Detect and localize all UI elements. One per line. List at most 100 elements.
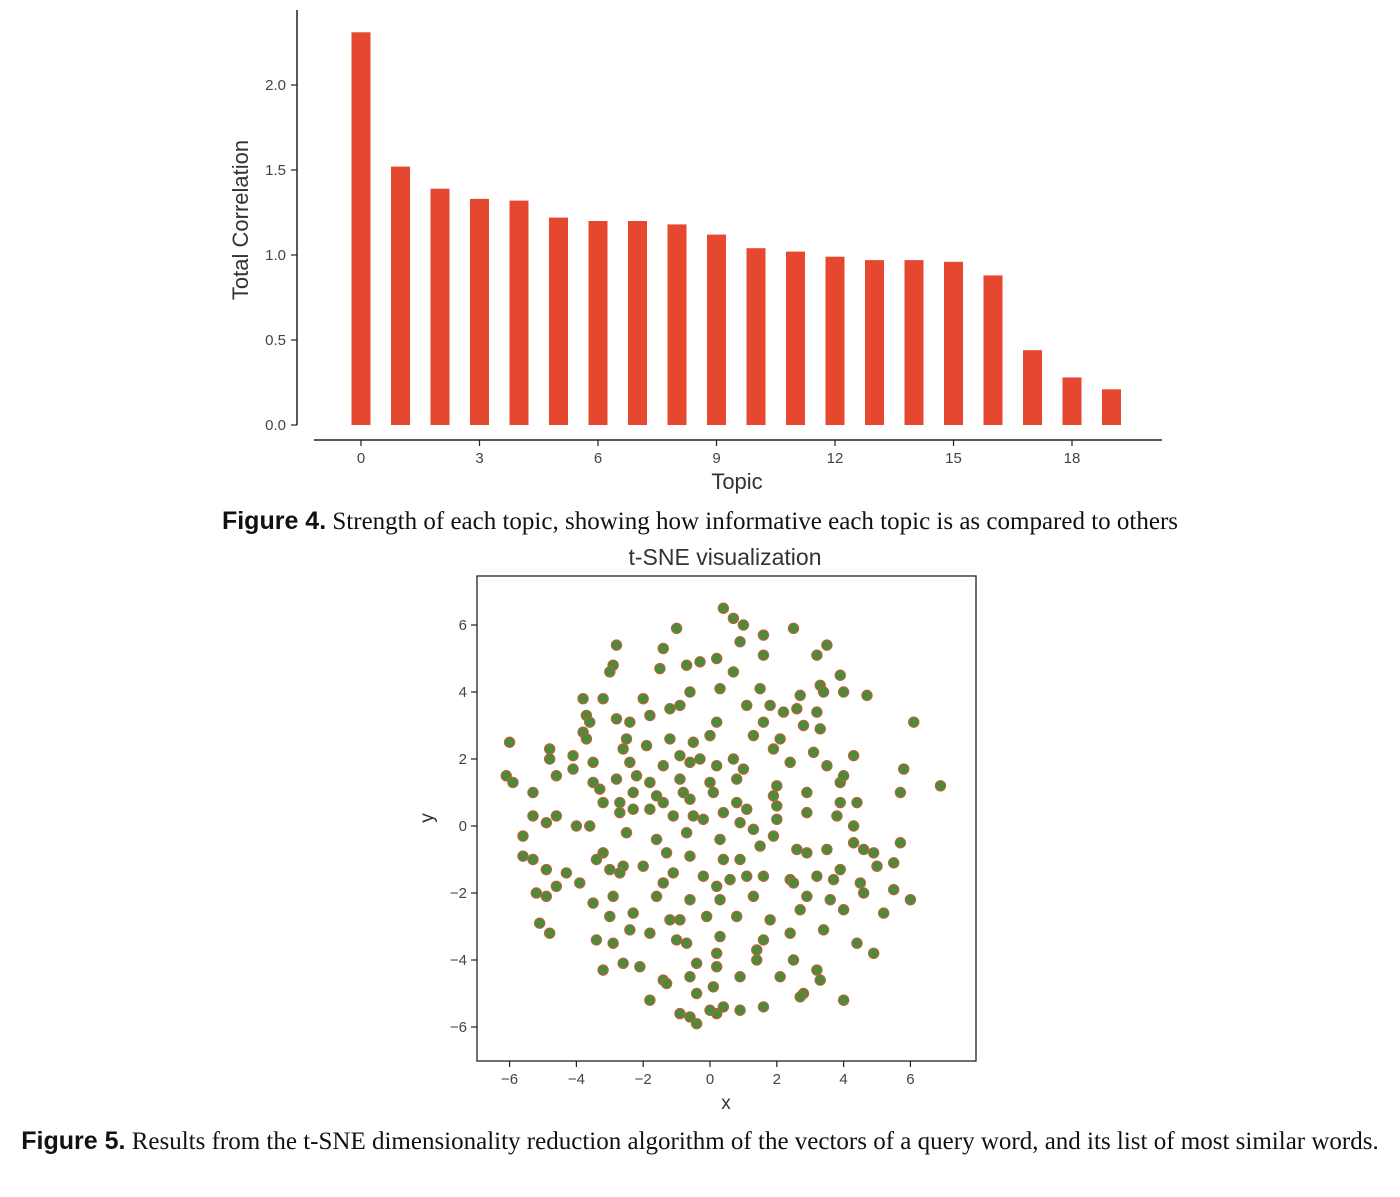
fig5-point [503, 736, 516, 748]
figure-4-bar-chart: 0.0 0.5 1.0 1.5 2.0 0 3 6 9 12 15 18 Total Correla… [228, 10, 1162, 494]
fig5-point [680, 659, 693, 671]
fig5-y-tick-label: −2 [450, 885, 467, 902]
fig5-point [620, 733, 633, 745]
fig5-point [807, 746, 820, 758]
fig5-point [791, 703, 803, 715]
fig5-point [787, 622, 800, 635]
fig5-point [654, 662, 666, 675]
fig5-point [604, 863, 616, 876]
fig5-point [560, 867, 573, 879]
fig5-x-tick-label: 0 [706, 1071, 714, 1088]
fig4-x-tick-label: 12 [827, 450, 844, 467]
fig5-point [784, 927, 796, 939]
fig5-point [627, 803, 639, 815]
fig4-y-tick-label: 0.5 [265, 332, 286, 349]
fig5-point [694, 753, 706, 765]
fig5-point [710, 961, 723, 973]
fig5-point [707, 786, 720, 799]
fig5-point [690, 987, 703, 1000]
fig5-point [627, 907, 639, 919]
fig5-point [657, 642, 669, 655]
fig5-point [614, 806, 626, 819]
fig5-point [587, 756, 599, 769]
fig4-bar-topic-11 [786, 251, 805, 425]
fig5-point [811, 649, 823, 661]
fig5-point [898, 763, 910, 775]
fig5-point [527, 853, 539, 866]
fig4-bar-topic-5 [549, 217, 568, 425]
fig5-point [697, 813, 710, 825]
fig5-point [687, 736, 699, 748]
fig5-point [741, 870, 753, 882]
fig5-point [684, 971, 696, 983]
fig4-bar-topic-6 [588, 221, 608, 425]
fig5-point [821, 843, 833, 856]
fig5-point [680, 827, 693, 839]
fig5-point [837, 686, 850, 698]
fig4-x-tick-label: 6 [594, 450, 602, 467]
fig5-point [610, 713, 623, 725]
fig5-point [741, 699, 753, 712]
fig5-x-tick-label: 2 [773, 1071, 781, 1088]
fig5-point [754, 682, 766, 695]
fig5-point [664, 703, 676, 715]
fig5-point [694, 656, 706, 668]
fig5-point [861, 689, 873, 702]
fig5-point [727, 753, 740, 765]
fig5-point [500, 770, 512, 782]
fig5-point [747, 890, 760, 903]
fig5-point [774, 733, 786, 745]
fig5-point [854, 877, 866, 889]
fig5-point [624, 756, 636, 769]
fig5-point [670, 622, 683, 635]
fig5-point [814, 723, 826, 735]
fig4-x-tick-label: 15 [945, 450, 962, 467]
fig5-point [857, 843, 870, 856]
fig5-point [607, 937, 619, 949]
fig5-point [690, 957, 703, 970]
fig5-point [894, 837, 907, 849]
fig5-point [543, 927, 556, 939]
fig4-y-tick-label: 1.0 [265, 247, 286, 264]
fig5-point [690, 1017, 703, 1030]
fig5-point [657, 760, 669, 772]
fig5-point [517, 830, 529, 842]
figure-5-caption-label: Figure 5. [21, 1127, 126, 1155]
fig5-point [650, 833, 663, 846]
fig5-point [867, 847, 880, 859]
fig5-point [644, 927, 656, 939]
fig5-point [684, 756, 696, 769]
fig5-point [771, 800, 783, 812]
figure-5-caption-text: Results from the t-SNE dimensionality re… [131, 1128, 1379, 1155]
fig5-point [590, 853, 603, 866]
fig5-point [717, 806, 730, 819]
fig5-point [684, 1011, 696, 1023]
fig4-bar-topic-18 [1062, 377, 1082, 425]
fig5-point [811, 870, 823, 882]
fig5-y-tick-label: 2 [459, 751, 467, 768]
fig5-point [717, 602, 730, 614]
fig5-point [837, 904, 850, 916]
fig5-point [594, 783, 606, 795]
fig5-point [727, 666, 740, 678]
fig5-point [614, 867, 626, 879]
fig5-point [550, 770, 563, 782]
fig5-y-tick-label: −6 [450, 1019, 467, 1036]
fig5-point [734, 816, 746, 829]
fig5-point [908, 716, 920, 728]
fig5-point [734, 636, 746, 648]
fig4-bar-topic-17 [1023, 350, 1042, 425]
figure-4-caption: Figure 4. Strength of each topic, showin… [0, 506, 1400, 537]
fig5-point [714, 682, 726, 695]
fig5-point [764, 914, 776, 926]
fig5-point [644, 709, 656, 722]
fig5-point [734, 853, 746, 866]
fig4-bar-topic-13 [865, 260, 884, 425]
fig5-point [660, 977, 673, 990]
fig5-point [543, 753, 556, 765]
fig5-point [597, 693, 609, 705]
fig5-point [774, 971, 786, 983]
fig5-point [757, 629, 770, 641]
fig4-bar-topic-12 [825, 256, 845, 425]
fig5-point [624, 716, 636, 728]
